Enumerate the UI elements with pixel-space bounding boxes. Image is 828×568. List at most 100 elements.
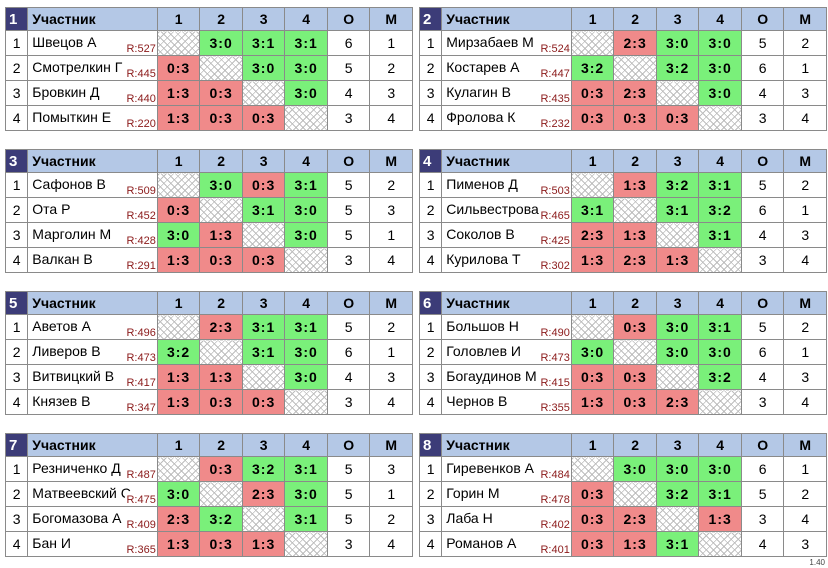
match-score: 1:3 xyxy=(613,531,657,557)
version-label: 1.40 xyxy=(809,558,825,567)
points-header: О xyxy=(326,149,371,173)
participant-name[interactable]: Пименов Д xyxy=(446,176,518,192)
participant-cell: Помыткин Е R:220 xyxy=(27,105,158,131)
self-match-cell xyxy=(156,30,201,56)
points-value: 3 xyxy=(326,531,371,557)
participant-name[interactable]: Швецов А xyxy=(32,34,97,50)
participant-name[interactable]: Сафонов В xyxy=(32,176,106,192)
participant-header: Участник xyxy=(441,149,572,173)
participant-name[interactable]: Курилова Т xyxy=(446,251,521,267)
participant-cell: Марголин М R:428 xyxy=(27,222,158,248)
participant-cell: Резниченко Д R:487 xyxy=(27,456,158,482)
participant-rating: R:484 xyxy=(539,469,570,481)
participant-name[interactable]: Лаба Н xyxy=(446,510,493,526)
group-number-badge: 4 xyxy=(418,149,443,173)
participant-name[interactable]: Кулагин В xyxy=(446,84,511,100)
participant-name[interactable]: Ливеров В xyxy=(32,343,101,359)
participant-row: 4 Бан И R:365 1:3 0:3 1:3 3 4 xyxy=(4,531,413,557)
match-score: 1:3 xyxy=(570,247,615,273)
participant-name[interactable]: Горин М xyxy=(446,485,500,501)
place-value: 2 xyxy=(369,314,413,340)
participant-name[interactable]: Мирзабаев М xyxy=(446,34,534,50)
opponent-column-header: 4 xyxy=(284,433,328,457)
participant-cell: Князев В R:347 xyxy=(27,389,158,415)
participant-cell: Ота Р R:452 xyxy=(27,197,158,223)
match-score: 0:3 xyxy=(241,105,286,131)
row-number: 1 xyxy=(418,314,443,340)
place-value: 4 xyxy=(369,531,413,557)
opponent-column-header: 3 xyxy=(655,149,700,173)
place-value: 3 xyxy=(783,531,827,557)
points-value: 4 xyxy=(740,222,785,248)
participant-name[interactable]: Помыткин Е xyxy=(32,109,112,125)
participant-name[interactable]: Марголин М xyxy=(32,226,112,242)
match-score: 3:0 xyxy=(655,314,700,340)
participant-row: 4 Курилова Т R:302 1:3 2:3 1:3 3 4 xyxy=(418,247,827,273)
match-score: 3:1 xyxy=(698,172,742,198)
participant-name[interactable]: Валкан В xyxy=(32,251,93,267)
match-score: 2:3 xyxy=(199,314,243,340)
group-header-row: 4 Участник 1 2 3 4 О М xyxy=(418,149,827,173)
participant-row: 4 Князев В R:347 1:3 0:3 0:3 3 4 xyxy=(4,389,413,415)
participant-name[interactable]: Большов Н xyxy=(446,318,519,334)
participant-name[interactable]: Богомазова А xyxy=(32,510,122,526)
group-table-3: 3 Участник 1 2 3 4 О М 1 Сафонов В R:509 3:0 0:3 3:1 5… xyxy=(4,149,413,273)
participant-name[interactable]: Богаудинов М xyxy=(446,368,537,384)
participant-cell: Богаудинов М R:415 xyxy=(441,364,572,390)
match-score: 0:3 xyxy=(613,364,657,390)
participant-name[interactable]: Матвеевский С xyxy=(32,485,131,501)
self-match-cell xyxy=(613,55,657,81)
participant-name[interactable]: Князев В xyxy=(32,393,91,409)
participant-name[interactable]: Аветов А xyxy=(32,318,91,334)
participant-name[interactable]: Романов А xyxy=(446,535,517,551)
place-value: 4 xyxy=(783,389,827,415)
points-value: 3 xyxy=(740,105,785,131)
participant-row: 4 Романов А R:401 0:3 1:3 3:1 4 3 xyxy=(418,531,827,557)
participant-name[interactable]: Гиревенков А xyxy=(446,460,534,476)
participant-name[interactable]: Головлев И xyxy=(446,343,521,359)
participant-rating: R:473 xyxy=(539,352,570,364)
row-number: 3 xyxy=(418,80,443,106)
match-score: 3:1 xyxy=(655,531,700,557)
row-number: 4 xyxy=(4,105,29,131)
match-score: 3:0 xyxy=(655,30,700,56)
participant-cell: Аветов А R:496 xyxy=(27,314,158,340)
participant-name[interactable]: Соколов В xyxy=(446,226,515,242)
participant-name[interactable]: Смотрелкин Г xyxy=(32,59,123,75)
participant-cell: Бровкин Д R:440 xyxy=(27,80,158,106)
match-score: 1:3 xyxy=(156,247,201,273)
group-number-badge: 6 xyxy=(418,291,443,315)
participant-name[interactable]: Костарев А xyxy=(446,59,520,75)
points-value: 5 xyxy=(740,314,785,340)
self-match-cell xyxy=(284,105,328,131)
participant-name[interactable]: Фролова К xyxy=(446,109,516,125)
participant-name[interactable]: Резниченко Д xyxy=(32,460,121,476)
match-score: 3:1 xyxy=(284,456,328,482)
self-match-cell xyxy=(613,481,657,507)
match-score: 3:1 xyxy=(698,314,742,340)
match-score: 2:3 xyxy=(655,389,700,415)
participant-name[interactable]: Бровкин Д xyxy=(32,84,100,100)
place-value: 2 xyxy=(783,172,827,198)
participant-header: Участник xyxy=(27,7,158,31)
place-value: 2 xyxy=(783,314,827,340)
participant-name[interactable]: Сильвестрова xyxy=(446,201,539,217)
participant-cell: Романов А R:401 xyxy=(441,531,572,557)
points-value: 3 xyxy=(740,389,785,415)
points-value: 4 xyxy=(740,80,785,106)
participant-cell: Головлев И R:473 xyxy=(441,339,572,365)
match-score: 0:3 xyxy=(199,247,243,273)
participant-name[interactable]: Чернов В xyxy=(446,393,508,409)
row-number: 1 xyxy=(4,456,29,482)
match-score: 0:3 xyxy=(613,105,657,131)
match-score: 3:2 xyxy=(655,55,700,81)
participant-cell: Пименов Д R:503 xyxy=(441,172,572,198)
participant-rating: R:524 xyxy=(539,43,570,55)
points-value: 4 xyxy=(740,364,785,390)
participant-name[interactable]: Бан И xyxy=(32,535,71,551)
participant-name[interactable]: Витвицкий В xyxy=(32,368,115,384)
participant-row: 4 Фролова К R:232 0:3 0:3 0:3 3 4 xyxy=(418,105,827,131)
self-match-cell xyxy=(199,339,243,365)
row-number: 2 xyxy=(418,55,443,81)
participant-name[interactable]: Ота Р xyxy=(32,201,71,217)
